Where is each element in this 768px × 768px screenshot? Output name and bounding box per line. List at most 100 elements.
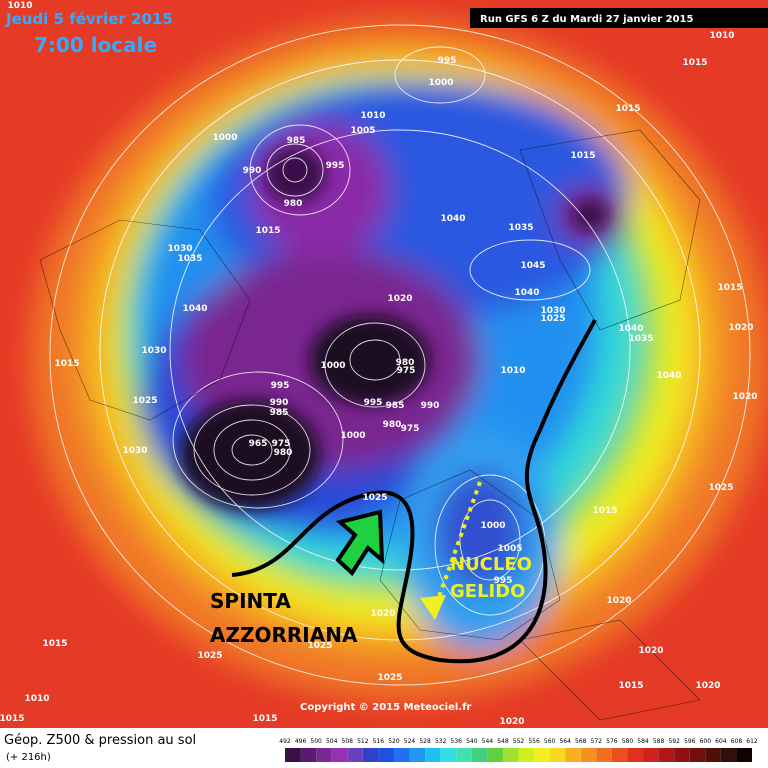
annotation: NUCLEO: [450, 554, 532, 575]
isobar-label: 990: [270, 398, 289, 408]
scale-swatch: [627, 748, 644, 762]
scale-label: 608: [731, 738, 743, 745]
scale-swatch: [565, 748, 581, 762]
annotation-arrows: [231, 319, 597, 664]
isobar-label: 975: [272, 439, 291, 449]
isobar-label: 1045: [520, 261, 545, 271]
isobar-label: 1015: [42, 639, 67, 649]
scale-swatch: [643, 748, 659, 762]
scale-label: 600: [700, 738, 712, 745]
isobar-label: 1015: [54, 359, 79, 369]
isobar-label: 1020: [638, 646, 663, 656]
isobar-label: 995: [271, 381, 290, 391]
isobar-label: 1015: [717, 283, 742, 293]
isobar-label: 1015: [682, 58, 707, 68]
isobar-label: 1000: [428, 78, 453, 88]
scale-swatch: [658, 748, 675, 762]
isobar-label: 1040: [514, 288, 539, 298]
valid-date: Jeudi 5 février 2015: [5, 10, 173, 28]
isobar-label: 1020: [606, 596, 631, 606]
isobar-label: 1040: [656, 371, 681, 381]
isobar-label: 995: [326, 161, 345, 171]
isobar-label: 985: [287, 136, 306, 146]
legend-lead: (+ 216h): [6, 752, 51, 763]
isobar-label: 995: [364, 398, 383, 408]
isobar-label: 1000: [480, 521, 505, 531]
isobar-label: 1015: [255, 226, 280, 236]
scale-label: 584: [637, 738, 649, 745]
map-field: [0, 0, 768, 728]
isobar-label: 975: [397, 366, 416, 376]
run-label: Run GFS 6 Z du Mardi 27 janvier 2015: [480, 14, 693, 25]
scale-label: 556: [528, 738, 540, 745]
scale-label: 532: [435, 738, 447, 745]
isobar-label: 1015: [252, 714, 277, 724]
isobar-label: 1030: [540, 306, 565, 316]
scale-swatch: [316, 748, 332, 762]
isobar-label: 1000: [320, 361, 345, 371]
scale-label: 520: [388, 738, 400, 745]
scale-label: 540: [466, 738, 478, 745]
isobar-label: 1025: [708, 483, 733, 493]
scale-swatch: [674, 748, 690, 762]
scale-label: 492: [279, 738, 291, 745]
isobar-label: 1015: [0, 714, 25, 724]
isobar-label: 1025: [132, 396, 157, 406]
scale-label: 560: [544, 738, 556, 745]
isobar-label: 1000: [340, 431, 365, 441]
isobar-label: 975: [401, 424, 420, 434]
scale-swatch: [425, 748, 441, 762]
isobar-label: 1010: [7, 1, 32, 11]
scale-swatch: [580, 748, 597, 762]
isobar-label: 1040: [618, 324, 643, 334]
isobar-label: 1020: [732, 392, 757, 402]
scale-label: 528: [419, 738, 431, 745]
run-banner: [470, 8, 768, 28]
scale-swatch: [362, 748, 379, 762]
isobar-label: 1035: [177, 254, 202, 264]
isobar-label: 1010: [709, 31, 734, 41]
scale-label: 516: [373, 738, 385, 745]
isobar-label: 980: [396, 358, 415, 368]
scale-label: 568: [575, 738, 587, 745]
isobar-label: 1020: [728, 323, 753, 333]
isobar-label: 980: [274, 448, 293, 458]
isobar-label: 1010: [24, 694, 49, 704]
scale-swatch: [440, 748, 457, 762]
isobar-label: 965: [249, 439, 268, 449]
isobar-label: 990: [421, 401, 440, 411]
scale-swatch: [502, 748, 519, 762]
scale-swatch: [300, 748, 317, 762]
scale-label: 536: [451, 738, 463, 745]
scale-swatch: [393, 748, 410, 762]
isobar-label: 1025: [362, 493, 387, 503]
scale-label: 564: [559, 738, 571, 745]
isobar-label: 1040: [440, 214, 465, 224]
isobar-label: 1025: [540, 314, 565, 324]
scale-swatch: [487, 748, 503, 762]
isobar-label: 980: [383, 420, 402, 430]
scale-swatch: [456, 748, 472, 762]
isobar-label: 1015: [570, 151, 595, 161]
isobar-label: 990: [243, 166, 262, 176]
isobar-label: 985: [270, 408, 289, 418]
isobar-label: 980: [284, 199, 303, 209]
scale-label: 496: [295, 738, 307, 745]
isobar-label: 1025: [197, 651, 222, 661]
scale-label: 604: [715, 738, 727, 745]
scale-swatch: [596, 748, 612, 762]
scale-label: 552: [513, 738, 525, 745]
annotation: AZZORRIANA: [210, 623, 358, 647]
isobar-label: 1025: [377, 673, 402, 683]
scale-swatch: [736, 748, 752, 762]
scale-label: 548: [497, 738, 509, 745]
isobar-label: 1000: [212, 133, 237, 143]
scale-label: 596: [684, 738, 696, 745]
color-scale: 492 496 500 504 508 512 516 520 524 528 532 536 540 5…: [279, 738, 758, 762]
isobar-label: 1015: [592, 506, 617, 516]
scale-label: 512: [357, 738, 369, 745]
isobar-label: 1025: [307, 641, 332, 651]
isobar-label: 1020: [370, 609, 395, 619]
annotation: SPINTA: [210, 589, 291, 613]
